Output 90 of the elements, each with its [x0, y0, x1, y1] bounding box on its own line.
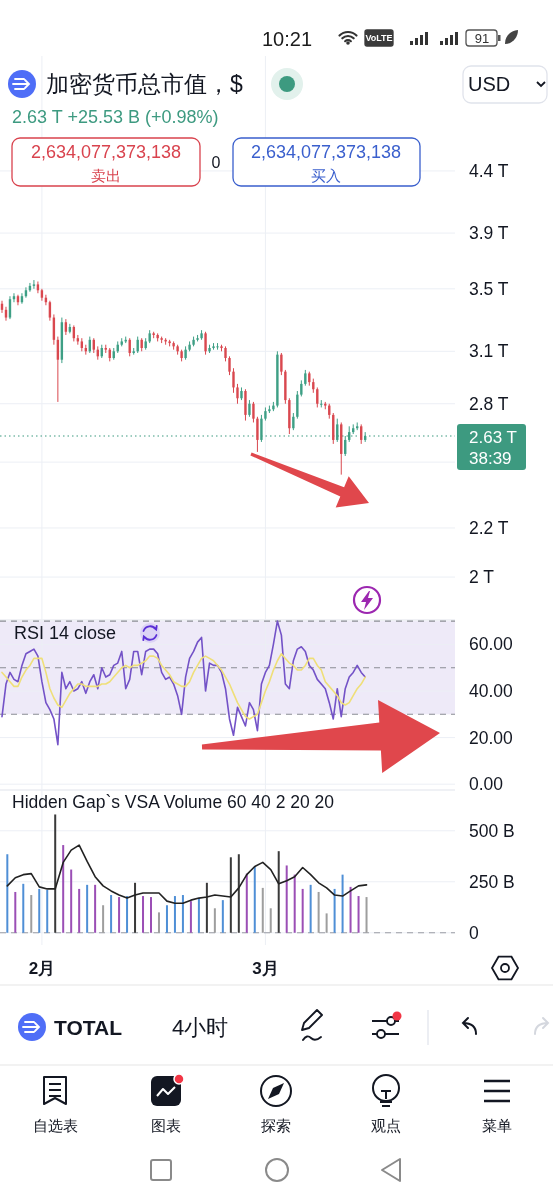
- y-tick-label: 40.00: [469, 681, 514, 702]
- text: 加密货币总市值，$: [46, 71, 243, 97]
- annotation: 2,634,077,373,138: [250, 142, 402, 162]
- bar: [62, 845, 65, 933]
- bar: [165, 905, 168, 933]
- y-tick-label: 4.4 T: [469, 160, 509, 181]
- bar: [285, 865, 288, 933]
- candlestick: [316, 386, 319, 408]
- candlestick: [280, 352, 283, 376]
- text: 2.63 T +25.53 B (+0.98%): [12, 107, 219, 127]
- candlestick: [232, 367, 235, 394]
- text: 自选表: [32, 1116, 78, 1134]
- y-tick-label: 500 B: [469, 820, 515, 841]
- bar: [110, 895, 113, 933]
- y-tick-label: 3.5 T: [469, 278, 509, 299]
- bar: [22, 883, 25, 933]
- y-tick-label: 3.1 T: [469, 341, 509, 362]
- candlestick: [296, 390, 299, 420]
- candlestick: [252, 401, 255, 423]
- bar: [54, 814, 57, 933]
- y-tick-label: 0.00: [469, 774, 504, 795]
- bar: [38, 888, 41, 933]
- text: TOTAL: [54, 1015, 123, 1039]
- bar: [126, 896, 129, 933]
- text: 菜单: [482, 1116, 512, 1134]
- y-tick-label: 20.00: [469, 727, 514, 748]
- candlestick: [260, 414, 263, 443]
- bar: [229, 857, 232, 933]
- chart-title: RSI 14 close: [14, 623, 117, 643]
- text: 探索: [261, 1116, 291, 1134]
- bar: [78, 888, 81, 933]
- bar: [309, 884, 312, 933]
- annotation: 买入: [311, 166, 341, 184]
- text: VoLTE: [365, 33, 393, 43]
- bar: [341, 874, 344, 933]
- annotation: 卖出: [91, 166, 121, 184]
- bar: [94, 884, 97, 933]
- bar: [277, 851, 280, 933]
- text: 38:39: [469, 448, 512, 468]
- y-tick-label: 2 T: [469, 567, 495, 588]
- annotation: 2,634,077,373,138: [30, 142, 182, 162]
- bar: [142, 896, 145, 933]
- text: 91: [474, 30, 490, 46]
- annotation: 0: [211, 153, 221, 171]
- x-tick-label: 3月: [252, 958, 279, 978]
- candlestick: [236, 383, 239, 405]
- bar: [173, 896, 176, 933]
- bar: [14, 891, 17, 933]
- bar: [221, 900, 224, 933]
- bar: [205, 882, 208, 933]
- bar: [293, 874, 296, 933]
- bar: [6, 854, 9, 933]
- ref-line-label: 2.63 T: [469, 427, 517, 447]
- candlestick: [204, 331, 207, 356]
- text: USD: [468, 73, 511, 95]
- candlestick: [244, 388, 247, 422]
- text: 4小时: [172, 1014, 229, 1040]
- bar: [333, 888, 336, 933]
- candlestick: [256, 416, 259, 453]
- candlestick: [32, 279, 36, 290]
- y-tick-label: 2.2 T: [469, 517, 509, 538]
- bar: [237, 854, 240, 933]
- bar: [197, 898, 200, 933]
- text: 观点: [371, 1116, 401, 1134]
- line-series: [6, 844, 368, 904]
- bar: [70, 869, 73, 933]
- bar: [189, 901, 192, 933]
- y-tick-label: 2.8 T: [469, 393, 509, 414]
- bar: [253, 866, 256, 933]
- chart-title: Hidden Gap`s VSA Volume 60 40 2 20 20: [12, 792, 335, 812]
- bar: [46, 889, 49, 933]
- y-tick-label: 250 B: [469, 871, 515, 892]
- bar: [245, 873, 248, 933]
- bar: [118, 897, 121, 933]
- bar: [86, 884, 89, 933]
- candlestick: [228, 355, 231, 376]
- line-series: [1, 620, 366, 746]
- bar: [301, 888, 304, 933]
- bar: [357, 896, 360, 933]
- bar: [134, 882, 137, 933]
- bar: [181, 895, 184, 933]
- bar: [150, 897, 152, 933]
- line-series: [1, 652, 366, 720]
- y-tick-label: 0: [469, 922, 479, 943]
- text: 10:21: [261, 28, 313, 50]
- y-tick-label: 60.00: [469, 634, 514, 655]
- bar: [349, 886, 352, 933]
- text: 图表: [151, 1116, 181, 1134]
- y-tick-label: 3.9 T: [469, 223, 509, 244]
- x-tick-label: 2月: [28, 958, 56, 978]
